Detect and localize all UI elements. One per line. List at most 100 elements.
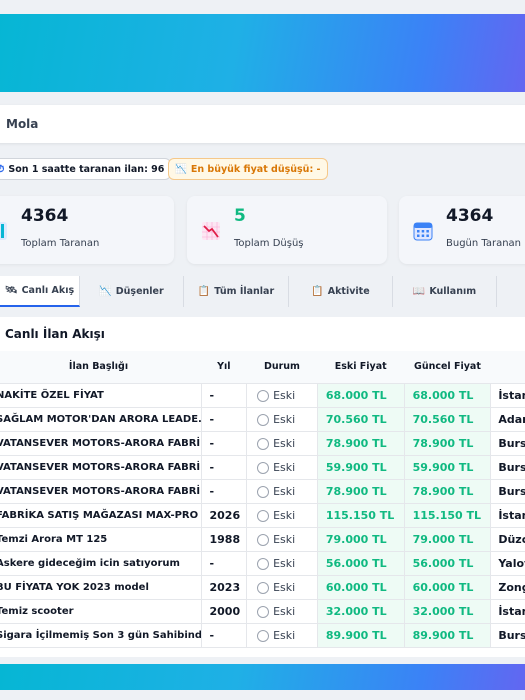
listing-city: Bursa <box>490 455 525 480</box>
stat-value: 4364 <box>21 206 69 226</box>
tab-overflow[interactable] <box>497 276 525 307</box>
listing-title[interactable]: VATANSEVER MOTORS-ARORA FABRİK... <box>0 455 202 480</box>
col-header-title[interactable]: İlan Başlığı <box>0 351 201 384</box>
current-price: 32.000 TL <box>404 599 492 624</box>
col-header-new-price[interactable]: Güncel Fiyat <box>404 351 491 384</box>
listing-title[interactable]: BU FİYATA YOK 2023 model <box>0 575 202 600</box>
chart-down-icon: 📉 <box>175 163 187 175</box>
old-price: 89.900 TL <box>317 623 405 648</box>
status-label: Eski <box>273 628 296 642</box>
listing-year: - <box>201 479 248 504</box>
table-row[interactable]: VATANSEVER MOTORS-ARORA FABRİK... - Eski 59… <box>0 455 525 480</box>
col-header-old-price[interactable]: Eski Fiyat <box>317 351 405 384</box>
listing-status: Eski <box>246 407 318 432</box>
listing-title[interactable]: SAĞLAM MOTOR'DAN ARORA LEADE... <box>0 407 202 432</box>
listing-title[interactable]: FABRİKA SATIŞ MAĞAZASI MAX-PRO ... <box>0 503 202 528</box>
status-label: Eski <box>273 508 296 522</box>
listing-city: Adan <box>490 407 525 432</box>
listing-status: Eski <box>246 551 318 576</box>
table-row[interactable]: VATANSEVER MOTORS-ARORA FABRİK... - Eski 78… <box>0 479 525 504</box>
status-label: Eski <box>273 532 296 546</box>
tab-label: Kullanım <box>429 286 477 297</box>
listing-year: 2023 <box>201 575 248 600</box>
old-price: 78.900 TL <box>317 431 405 456</box>
current-price: 89.900 TL <box>404 623 492 648</box>
old-price: 60.000 TL <box>317 575 405 600</box>
stat-card-total-drops: 5 Toplam Düşüş <box>187 196 387 264</box>
status-dot-icon <box>257 413 270 426</box>
listing-title[interactable]: VATANSEVER MOTORS-ARORA FABRİK... <box>0 431 202 456</box>
listing-city: Bursa <box>490 431 525 456</box>
table-row[interactable]: VATANSEVER MOTORS-ARORA FABRİK... - Eski 78… <box>0 431 525 456</box>
footer-banner <box>0 664 525 700</box>
listing-status: Eski <box>246 527 318 552</box>
col-header-year[interactable]: Yıl <box>201 351 247 384</box>
status-label: Eski <box>273 604 296 618</box>
status-dot-icon <box>257 629 270 642</box>
listing-status: Eski <box>246 623 318 648</box>
table-row[interactable]: Askere gideceğim icin satıyorum - Eski 56.0… <box>0 551 525 576</box>
tab-usage[interactable]: 📖 Kullanım <box>393 276 497 307</box>
listing-title[interactable]: Sigara İçilmemiş Son 3 gün Sahibinden... <box>0 623 202 648</box>
listing-year: 1988 <box>201 527 248 552</box>
table-row[interactable]: Sigara İçilmemiş Son 3 gün Sahibinden...… <box>0 623 525 648</box>
stat-value: 5 <box>234 206 246 226</box>
listing-year: - <box>201 383 248 408</box>
table-row[interactable]: BU FİYATA YOK 2023 model 2023 Eski 60.000 T… <box>0 575 525 600</box>
tab-activity[interactable]: 📋 Aktivite <box>289 276 393 307</box>
current-price: 79.000 TL <box>404 527 492 552</box>
table-row[interactable]: NAKİTE ÖZEL FİYAT - Eski 68.000 TL 68.000 TL… <box>0 383 525 408</box>
stopwatch-icon: ⏱ <box>0 163 5 175</box>
stat-value: 4364 <box>446 206 494 226</box>
book-icon: 📖 <box>412 286 426 297</box>
listing-city: İstan <box>490 599 525 624</box>
listing-status: Eski <box>246 479 318 504</box>
tab-live-feed[interactable]: 🛰 Canlı Akış <box>0 276 80 307</box>
listing-city: İstan <box>490 503 525 528</box>
listing-title[interactable]: Temiz scooter <box>0 599 202 624</box>
bar-chart-icon <box>0 222 7 240</box>
current-price: 56.000 TL <box>404 551 492 576</box>
col-header-city[interactable] <box>490 351 525 384</box>
listing-year: - <box>201 623 248 648</box>
status-text: Mola <box>6 117 39 131</box>
listing-title[interactable]: Askere gideceğim icin satıyorum <box>0 551 202 576</box>
listing-title[interactable]: Temzi Arora MT 125 <box>0 527 202 552</box>
listing-title[interactable]: VATANSEVER MOTORS-ARORA FABRİK... <box>0 479 202 504</box>
status-bar: Mola <box>0 105 525 143</box>
old-price: 115.150 TL <box>317 503 405 528</box>
listing-status: Eski <box>246 431 318 456</box>
listing-title[interactable]: NAKİTE ÖZEL FİYAT <box>0 383 202 408</box>
table-header-row: İlan Başlığı Yıl Durum Eski Fiyat Güncel… <box>0 351 525 384</box>
table-row[interactable]: Temzi Arora MT 125 1988 Eski 79.000 TL 79.00… <box>0 527 525 552</box>
info-pills: ⏱ Son 1 saatte taranan ilan: 96 📉 En büy… <box>0 158 525 182</box>
clipboard-icon: 📋 <box>197 286 211 297</box>
table-row[interactable]: Temiz scooter 2000 Eski 32.000 TL 32.000 TL İ… <box>0 599 525 624</box>
table-row[interactable]: FABRİKA SATIŞ MAĞAZASI MAX-PRO ... 2026 Es… <box>0 503 525 528</box>
old-price: 79.000 TL <box>317 527 405 552</box>
table-row[interactable]: SAĞLAM MOTOR'DAN ARORA LEADE... - Eski 70.5… <box>0 407 525 432</box>
tab-droppers[interactable]: 📉 Düşenler <box>80 276 184 307</box>
old-price: 70.560 TL <box>317 407 405 432</box>
calendar-icon <box>413 222 433 241</box>
status-label: Eski <box>273 388 296 402</box>
status-label: Eski <box>273 484 296 498</box>
current-price: 78.900 TL <box>404 479 492 504</box>
current-price: 68.000 TL <box>404 383 492 408</box>
tab-all-listings[interactable]: 📋 Tüm İlanlar <box>184 276 289 307</box>
tab-label: Düşenler <box>115 286 164 297</box>
listing-city: İstan <box>490 383 525 408</box>
listing-city: Düzc <box>490 527 525 552</box>
old-price: 56.000 TL <box>317 551 405 576</box>
current-price: 60.000 TL <box>404 575 492 600</box>
status-dot-icon <box>257 581 270 594</box>
status-dot-icon <box>257 509 270 522</box>
listing-year: 2026 <box>201 503 248 528</box>
status-dot-icon <box>257 485 270 498</box>
tab-label: Tüm İlanlar <box>214 286 275 297</box>
panel-title: Canlı İlan Akışı <box>5 327 105 341</box>
col-header-status[interactable]: Durum <box>246 351 318 384</box>
chart-down-icon: 📉 <box>99 286 112 297</box>
status-dot-icon <box>257 533 270 546</box>
max-drop-label: En büyük fiyat düşüşü: - <box>190 163 321 175</box>
